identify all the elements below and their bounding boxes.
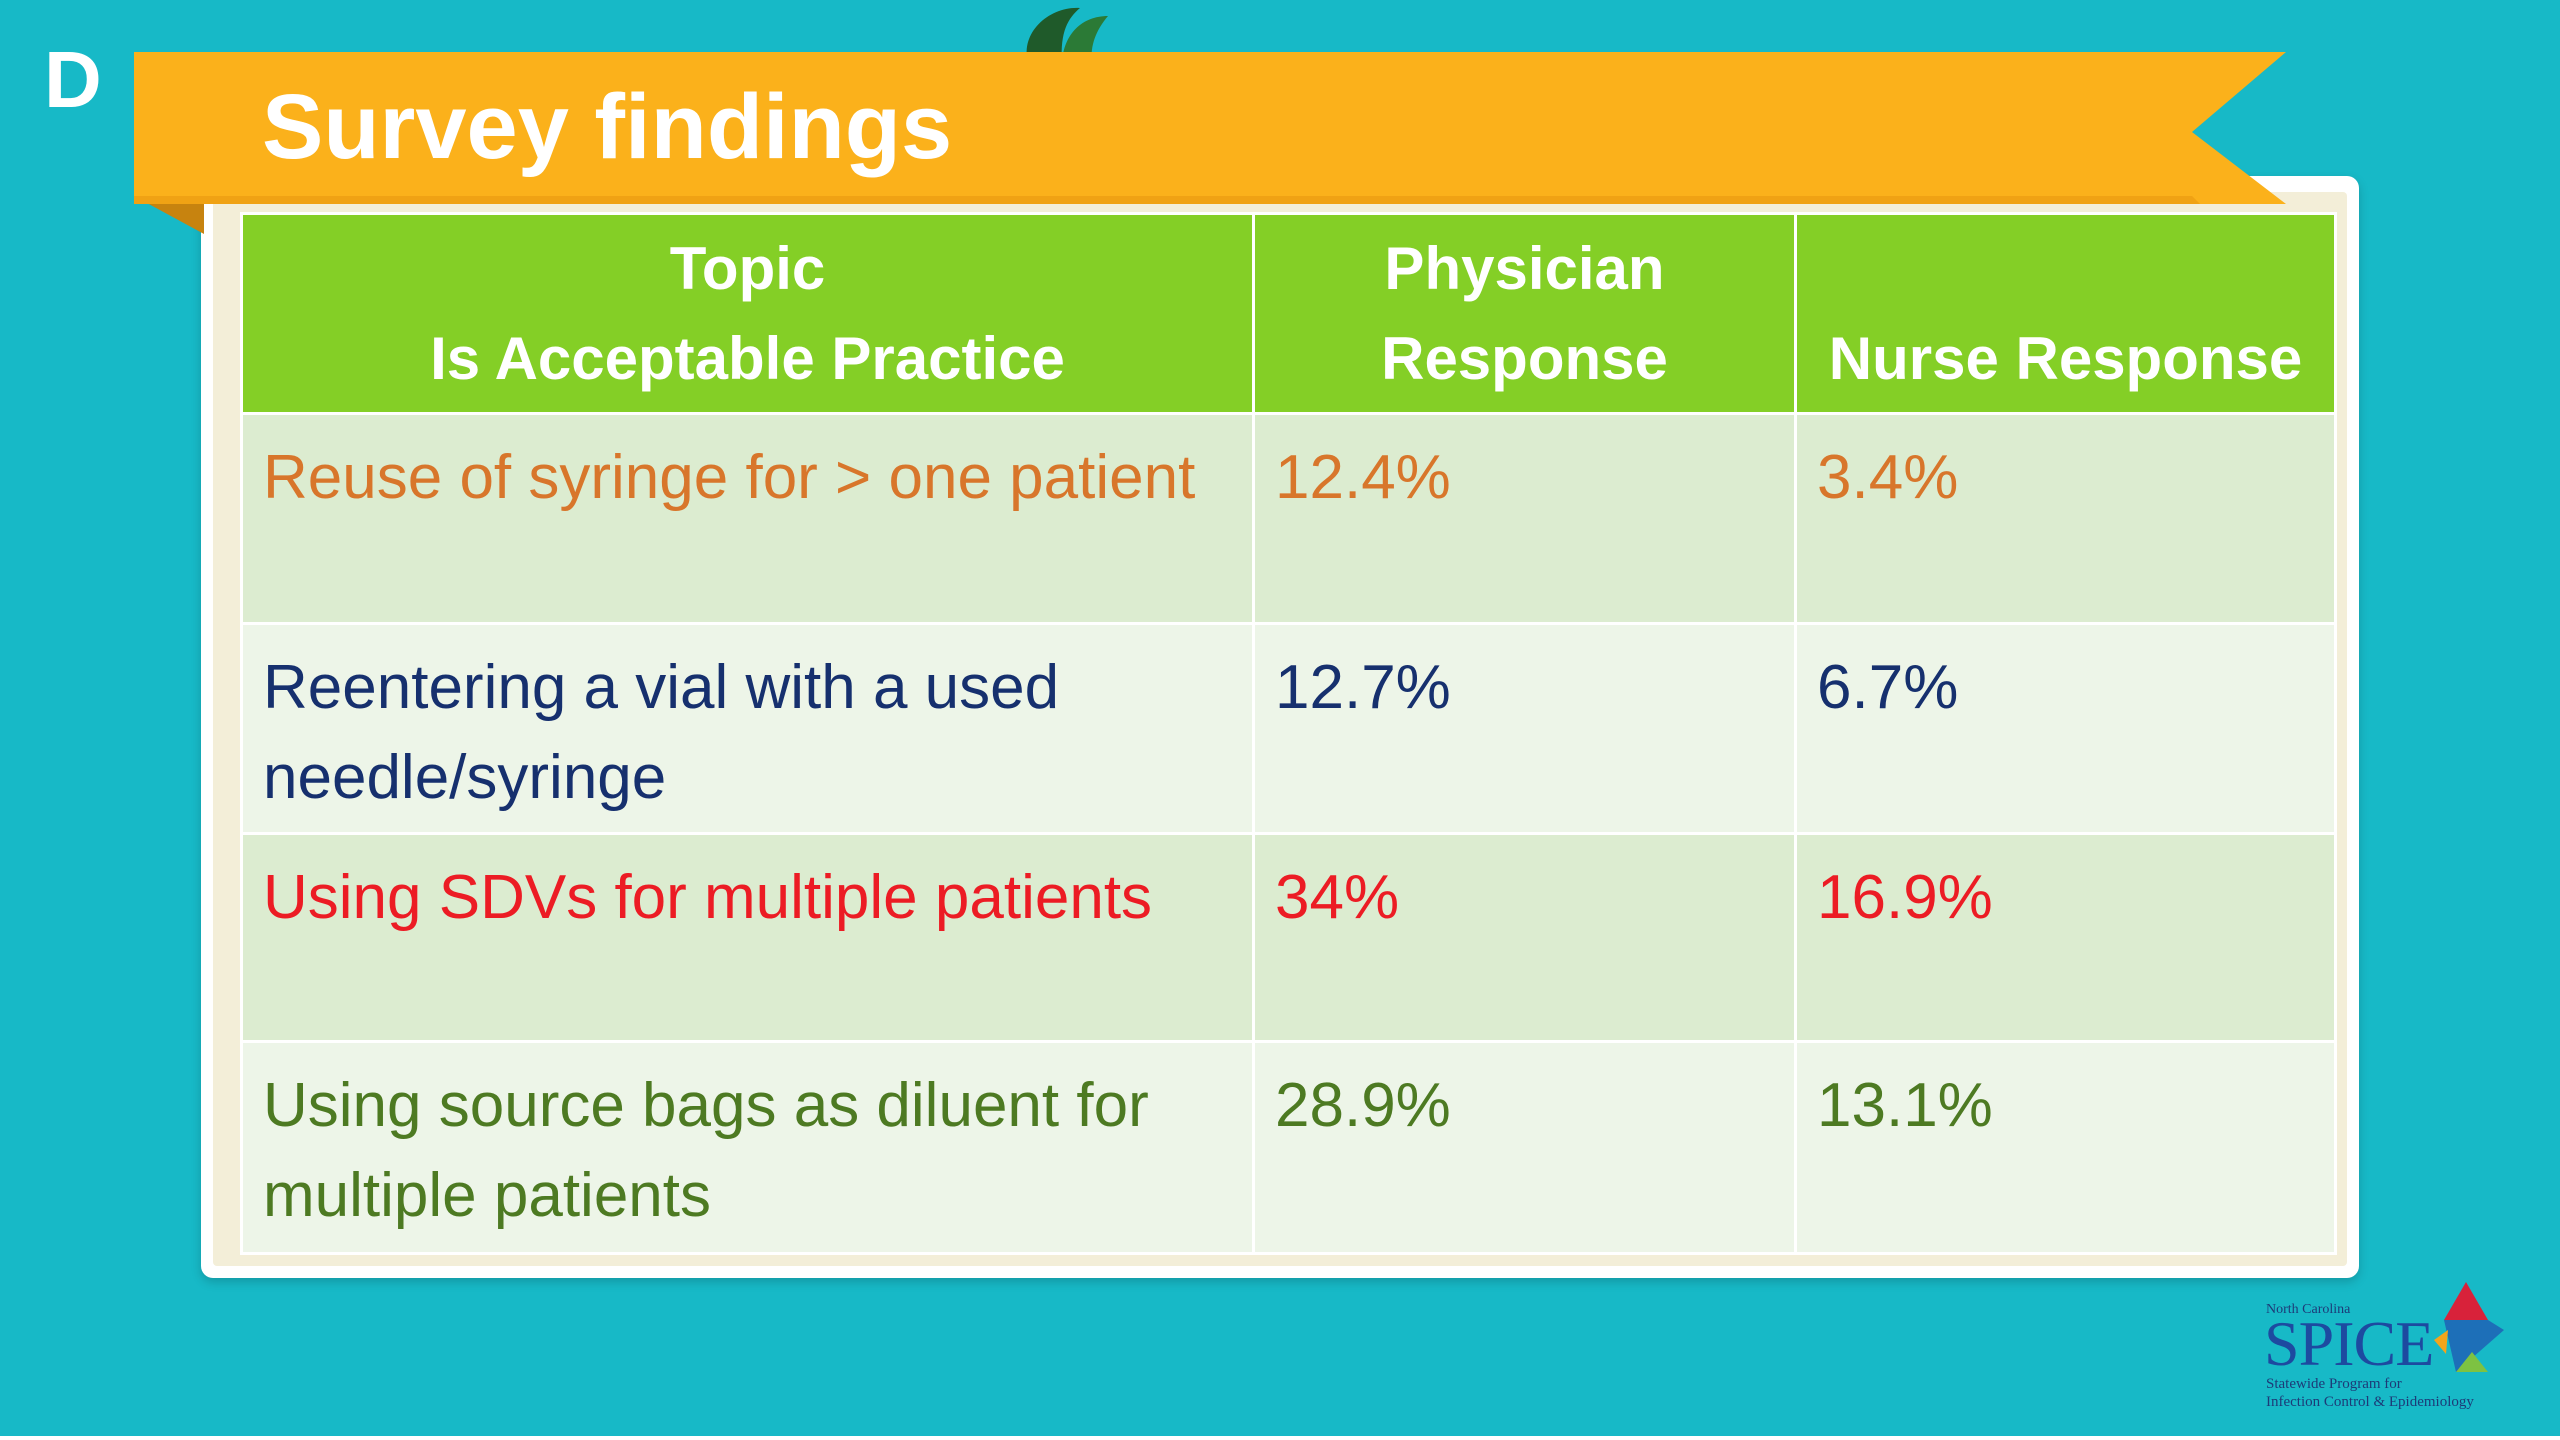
slide-letter: D bbox=[44, 35, 102, 124]
cell-topic: Using SDVs for multiple patients bbox=[240, 832, 1255, 1043]
cell-physician: 28.9% bbox=[1252, 1040, 1797, 1255]
page-title: Survey findings bbox=[262, 76, 953, 178]
table-row: Reuse of syringe for > one patient 12.4%… bbox=[240, 412, 2337, 625]
header-nurse: Nurse Response bbox=[1794, 212, 2337, 415]
table-row: Using SDVs for multiple patients 34% 16.… bbox=[240, 832, 2337, 1043]
table-row: Reentering a vial with a used needle/syr… bbox=[240, 622, 2337, 835]
header-topic-line2: Is Acceptable Practice bbox=[430, 325, 1065, 392]
spice-triangle-icon bbox=[2434, 1282, 2504, 1372]
bottom-edge bbox=[0, 1436, 2560, 1440]
banner-fold bbox=[134, 196, 204, 234]
cell-nurse: 3.4% bbox=[1794, 412, 2337, 625]
header-physician-line2: Response bbox=[1381, 325, 1668, 392]
cell-physician: 34% bbox=[1252, 832, 1797, 1043]
table-row: Using source bags as diluent for multipl… bbox=[240, 1040, 2337, 1255]
cell-topic: Reuse of syringe for > one patient bbox=[240, 412, 1255, 625]
cell-topic: Reentering a vial with a used needle/syr… bbox=[240, 622, 1255, 835]
cell-topic: Using source bags as diluent for multipl… bbox=[240, 1040, 1255, 1255]
leaf-icon bbox=[1026, 7, 1108, 62]
logo-subtitle-line1: Statewide Program for bbox=[2266, 1376, 2402, 1392]
survey-table: Topic Is Acceptable Practice Physician R… bbox=[240, 212, 2337, 1255]
header-topic: Topic Is Acceptable Practice bbox=[240, 212, 1255, 415]
table-header-row: Topic Is Acceptable Practice Physician R… bbox=[240, 212, 2337, 415]
title-banner bbox=[134, 52, 2286, 204]
logo-top-text: North Carolina bbox=[2266, 1302, 2351, 1317]
cell-nurse: 6.7% bbox=[1794, 622, 2337, 835]
header-physician-line1: Physician bbox=[1384, 235, 1665, 302]
cell-physician: 12.4% bbox=[1252, 412, 1797, 625]
logo-subtitle-line2: Infection Control & Epidemiology bbox=[2266, 1394, 2474, 1410]
header-physician: Physician Response bbox=[1252, 212, 1797, 415]
header-nurse-line2: Nurse Response bbox=[1828, 325, 2303, 392]
cell-nurse: 16.9% bbox=[1794, 832, 2337, 1043]
header-topic-line1: Topic bbox=[669, 235, 826, 302]
logo-name: SPICE bbox=[2264, 1308, 2434, 1379]
cell-nurse: 13.1% bbox=[1794, 1040, 2337, 1255]
cell-physician: 12.7% bbox=[1252, 622, 1797, 835]
spice-logo: North Carolina SPICE Statewide Program f… bbox=[2262, 1276, 2512, 1416]
